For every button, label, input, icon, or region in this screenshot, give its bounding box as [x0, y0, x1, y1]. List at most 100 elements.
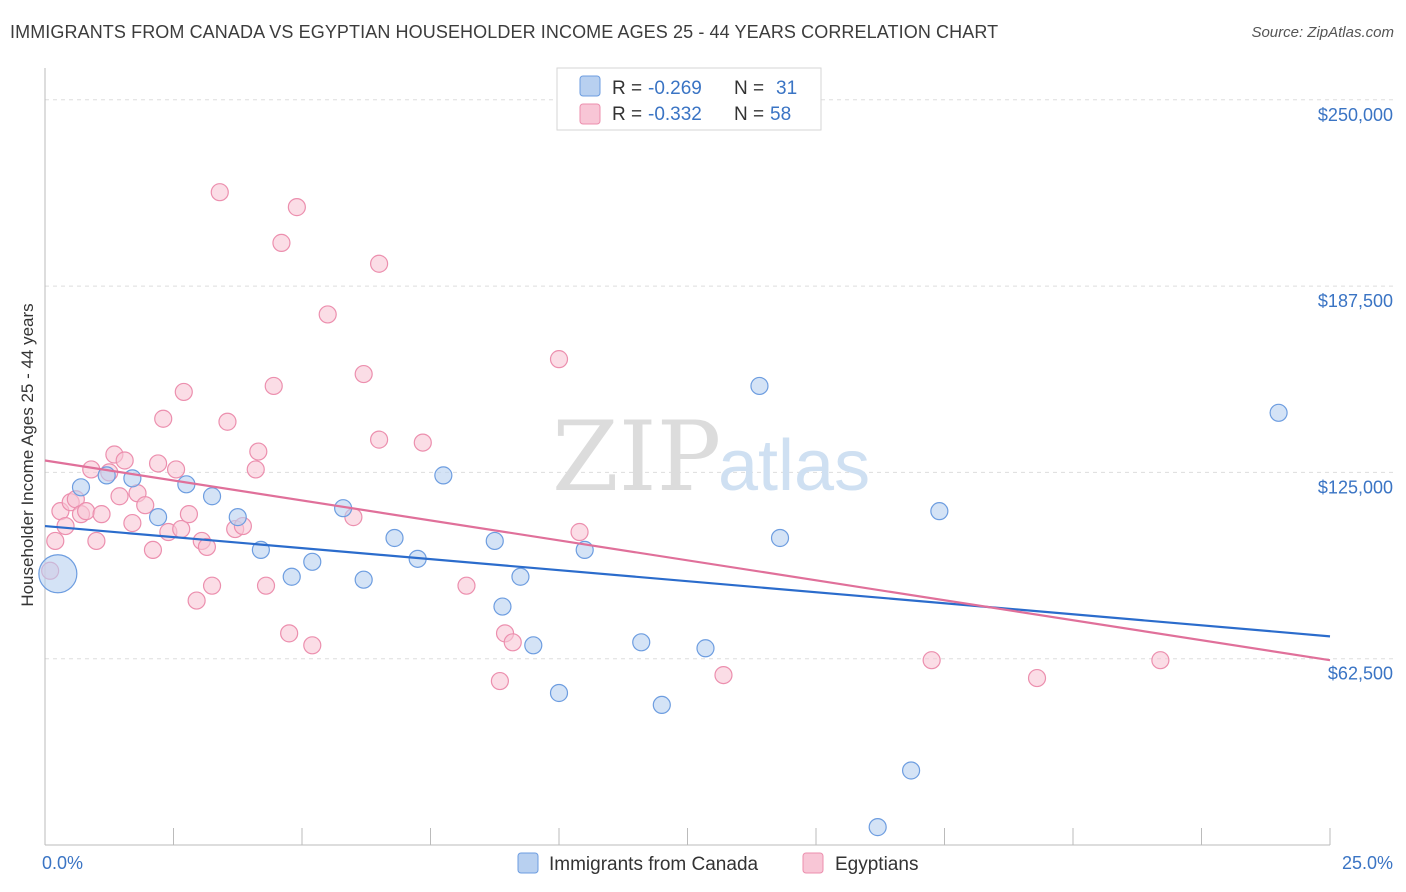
data-point	[652, 695, 671, 715]
data-point	[1027, 668, 1047, 688]
data-point	[413, 433, 432, 452]
data-point	[197, 537, 217, 557]
legend-swatch-pink	[579, 103, 601, 125]
data-point	[280, 624, 299, 643]
data-point	[570, 522, 589, 542]
data-point	[303, 552, 322, 571]
data-point	[110, 487, 129, 506]
legend-r-value: -0.332	[648, 104, 702, 125]
data-point	[549, 350, 569, 369]
watermark: ZIP atlas	[552, 401, 870, 513]
data-point	[256, 576, 276, 595]
data-point	[143, 540, 163, 560]
data-point	[148, 508, 168, 527]
data-point	[174, 382, 193, 402]
legend-swatch-blue	[579, 75, 601, 97]
data-point	[246, 460, 265, 479]
data-point	[202, 576, 222, 595]
data-point	[318, 305, 337, 324]
data-point	[303, 636, 322, 655]
data-point	[287, 198, 306, 217]
stats-legend: R = -0.269 N = 31 R = -0.332 N = 58	[556, 67, 822, 131]
data-point	[770, 528, 790, 548]
data-point	[370, 254, 389, 273]
series-label-egyptians: Egyptians	[835, 854, 918, 875]
canada-points	[38, 376, 1288, 837]
data-point	[87, 531, 106, 551]
data-point	[264, 376, 283, 396]
grid-lines	[45, 99, 1395, 660]
y-axis-label: Householder Income Ages 25 - 44 years	[18, 303, 37, 606]
data-point	[490, 671, 509, 691]
data-point	[922, 651, 941, 670]
trend-line	[44, 524, 1331, 638]
series-swatch-egyptians	[802, 852, 824, 874]
series-swatch-canada	[517, 852, 539, 874]
data-point	[1269, 403, 1288, 422]
legend-n-value: 31	[776, 78, 797, 99]
data-point	[457, 576, 476, 595]
data-point	[202, 487, 222, 506]
data-point	[750, 376, 769, 396]
source-credit: Source: ZipAtlas.com	[1251, 24, 1394, 41]
data-point	[179, 505, 199, 524]
axes	[44, 68, 1331, 846]
data-point	[115, 451, 134, 470]
data-point	[166, 460, 186, 479]
trend-lines	[44, 459, 1331, 662]
data-point	[632, 633, 651, 652]
data-point	[354, 570, 373, 589]
legend-r-label: R =	[612, 78, 642, 99]
data-point	[868, 818, 887, 837]
data-point	[511, 567, 530, 586]
data-point	[210, 183, 229, 202]
y-tick-label: $125,000	[1318, 477, 1393, 497]
data-point	[77, 502, 96, 521]
y-tick-label: $187,500	[1318, 291, 1393, 311]
chart-title: IMMIGRANTS FROM CANADA VS EGYPTIAN HOUSE…	[10, 22, 999, 42]
data-point	[714, 665, 733, 685]
data-point	[38, 554, 78, 594]
data-point	[154, 409, 173, 428]
x-tick-label: 0.0%	[42, 853, 83, 873]
data-point	[172, 519, 191, 539]
data-point	[71, 478, 91, 497]
series-label-canada: Immigrants from Canada	[549, 854, 759, 875]
y-tick-label: $250,000	[1318, 105, 1393, 125]
data-point	[282, 567, 301, 586]
watermark-zip: ZIP	[552, 401, 721, 513]
data-point	[249, 442, 268, 461]
data-point	[354, 364, 373, 384]
data-point	[46, 531, 65, 551]
data-point	[503, 633, 522, 652]
trend-line	[44, 459, 1331, 662]
data-point	[370, 430, 389, 449]
x-tick-labels: 0.0% 25.0%	[42, 853, 1393, 873]
data-point	[485, 531, 504, 551]
data-point	[930, 502, 949, 521]
data-point	[92, 505, 111, 524]
data-point	[901, 761, 921, 780]
data-point	[385, 528, 404, 548]
data-point	[1151, 651, 1170, 670]
data-point	[148, 454, 168, 473]
data-point	[549, 683, 569, 703]
watermark-atlas: atlas	[718, 426, 870, 506]
legend-n-label: N =	[734, 78, 764, 99]
data-point	[696, 639, 715, 658]
y-tick-label: $62,500	[1328, 664, 1393, 684]
stats-legend-box	[556, 67, 822, 131]
y-tick-labels: $62,500 $125,000 $187,500 $250,000	[1318, 105, 1393, 684]
x-tick-label: 25.0%	[1342, 853, 1393, 873]
legend-r-value: -0.269	[648, 78, 702, 99]
data-point	[123, 513, 142, 533]
data-point	[228, 508, 247, 527]
data-point	[434, 466, 453, 485]
legend-n-value: 58	[770, 104, 791, 125]
series-legend: Immigrants from Canada Egyptians	[517, 852, 918, 875]
legend-n-label: N =	[734, 104, 764, 125]
data-point	[187, 591, 206, 610]
data-point	[218, 412, 237, 431]
data-point	[524, 636, 543, 655]
